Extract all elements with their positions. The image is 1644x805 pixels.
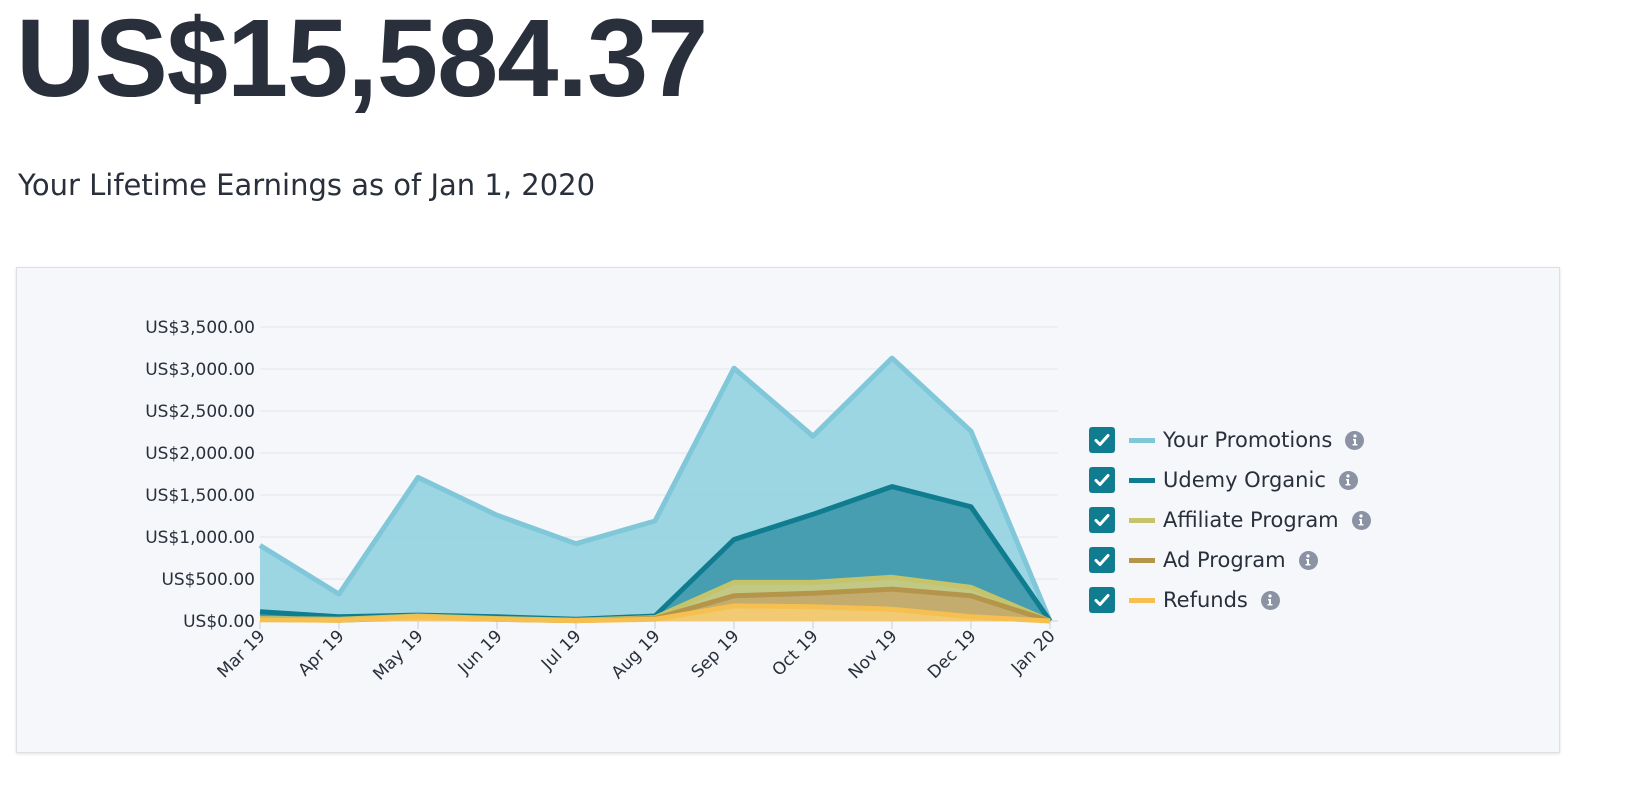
x-tick-label: Mar 19	[214, 626, 270, 682]
legend-swatch	[1129, 597, 1155, 603]
legend-item-refunds[interactable]: Refunds	[1089, 580, 1371, 620]
earnings-area-chart: US$0.00 US$500.00 US$1,000.00 US$1,500.00 US…	[145, 318, 1060, 685]
checkbox-checked-icon[interactable]	[1089, 507, 1115, 533]
y-tick-label: US$0.00	[183, 612, 255, 632]
x-tick-label: Jan 20	[1007, 626, 1060, 679]
x-tick-label: Nov 19	[845, 626, 902, 683]
checkbox-checked-icon[interactable]	[1089, 467, 1115, 493]
checkbox-checked-icon[interactable]	[1089, 547, 1115, 573]
info-icon[interactable]	[1351, 510, 1371, 530]
y-tick-label: US$1,500.00	[145, 486, 255, 506]
info-icon[interactable]	[1338, 470, 1358, 490]
y-tick-label: US$2,500.00	[145, 402, 255, 422]
lifetime-earnings-total: US$15,584.37	[16, 0, 708, 120]
series-line-your-promotions	[258, 355, 1053, 622]
x-tick-label: Sep 19	[688, 626, 744, 682]
chart-legend: Your Promotions Udemy Organic Affiliate …	[1089, 420, 1371, 620]
x-tick-label: Jul 19	[537, 626, 585, 674]
y-tick-label: US$1,000.00	[145, 528, 255, 548]
x-tick-label: Apr 19	[294, 626, 348, 680]
x-tick-label: Dec 19	[924, 626, 981, 683]
x-tick-label: Jun 19	[454, 626, 507, 679]
legend-label: Your Promotions	[1163, 428, 1333, 452]
legend-swatch	[1129, 477, 1155, 483]
y-tick-label: US$500.00	[161, 570, 255, 590]
info-icon[interactable]	[1298, 550, 1318, 570]
info-icon[interactable]	[1260, 590, 1280, 610]
y-tick-label: US$3,000.00	[145, 360, 255, 380]
legend-item-ad-program[interactable]: Ad Program	[1089, 540, 1371, 580]
checkbox-checked-icon[interactable]	[1089, 587, 1115, 613]
legend-swatch	[1129, 557, 1155, 563]
info-icon[interactable]	[1345, 430, 1365, 450]
legend-label: Ad Program	[1163, 548, 1286, 572]
y-tick-label: US$2,000.00	[145, 444, 255, 464]
x-tick-label: May 19	[369, 626, 427, 684]
legend-item-udemy-organic[interactable]: Udemy Organic	[1089, 460, 1371, 500]
x-tick-label: Aug 19	[608, 626, 665, 683]
checkbox-checked-icon[interactable]	[1089, 427, 1115, 453]
y-tick-label: US$3,500.00	[145, 318, 255, 338]
legend-item-your-promotions[interactable]: Your Promotions	[1089, 420, 1371, 460]
legend-swatch	[1129, 437, 1155, 443]
x-tick-label: Oct 19	[768, 626, 822, 680]
legend-item-affiliate-program[interactable]: Affiliate Program	[1089, 500, 1371, 540]
legend-swatch	[1129, 517, 1155, 523]
legend-label: Udemy Organic	[1163, 468, 1326, 492]
legend-label: Refunds	[1163, 588, 1248, 612]
series-line-refunds	[259, 603, 1051, 624]
legend-label: Affiliate Program	[1163, 508, 1339, 532]
lifetime-earnings-subtitle: Your Lifetime Earnings as of Jan 1, 2020	[18, 168, 596, 202]
earnings-chart-panel: US$0.00 US$500.00 US$1,000.00 US$1,500.00 US…	[16, 267, 1560, 753]
